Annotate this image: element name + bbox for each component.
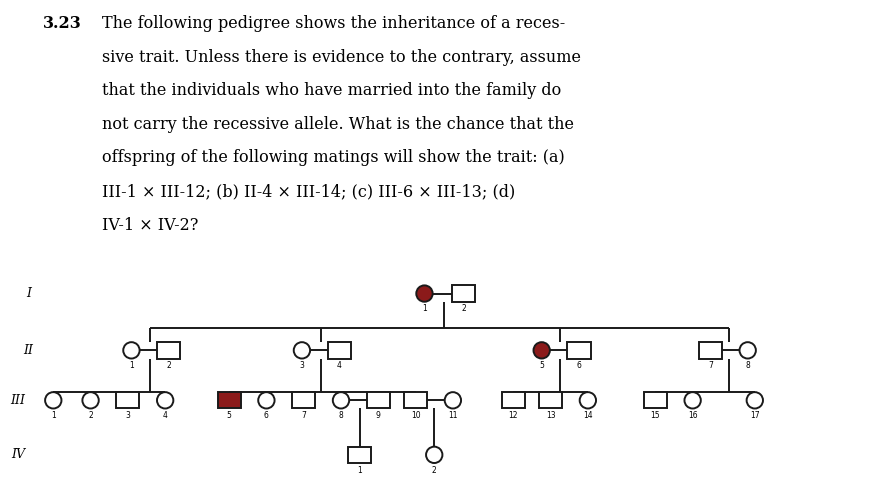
Text: 7: 7 [708,361,713,370]
Text: 12: 12 [509,411,518,420]
Bar [567,342,591,359]
Bar [116,392,139,408]
Ellipse shape [83,392,99,408]
Text: IV: IV [11,448,25,461]
Text: 8: 8 [745,361,750,370]
Text: 6: 6 [264,411,269,420]
Text: 16: 16 [688,411,697,420]
Text: I: I [26,287,31,300]
Bar [328,342,351,359]
Text: offspring of the following matings will show the trait: (a): offspring of the following matings will … [102,149,565,166]
Text: 1: 1 [129,361,134,370]
Text: 2: 2 [432,466,437,475]
Ellipse shape [580,392,596,408]
Text: 10: 10 [411,411,420,420]
Text: 3: 3 [299,361,305,370]
Bar [539,392,562,408]
Text: 1: 1 [422,304,427,313]
Bar [348,447,371,463]
Ellipse shape [445,392,461,408]
Text: 7: 7 [301,411,306,420]
Ellipse shape [157,392,173,408]
Ellipse shape [426,447,442,463]
Text: 9: 9 [376,411,381,420]
Ellipse shape [333,392,349,408]
Text: 2: 2 [166,361,171,370]
Text: II: II [23,344,34,357]
Text: 2: 2 [461,304,466,313]
Text: sive trait. Unless there is evidence to the contrary, assume: sive trait. Unless there is evidence to … [102,49,581,66]
Ellipse shape [294,342,310,359]
Ellipse shape [534,342,550,359]
Text: 3.23: 3.23 [43,15,82,32]
Text: 5: 5 [226,411,232,420]
Bar [644,392,667,408]
Text: 8: 8 [338,411,344,420]
Text: 15: 15 [651,411,660,420]
Ellipse shape [747,392,763,408]
Text: 6: 6 [576,361,582,370]
Ellipse shape [740,342,756,359]
Text: 17: 17 [750,411,759,420]
Text: III-1 × III-12; (b) II-4 × III-14; (c) III-6 × III-13; (d): III-1 × III-12; (b) II-4 × III-14; (c) I… [102,183,515,200]
Text: III: III [11,394,25,407]
Text: 4: 4 [337,361,342,370]
Ellipse shape [258,392,274,408]
Bar [404,392,427,408]
Bar [502,392,525,408]
Ellipse shape [685,392,701,408]
Text: 14: 14 [583,411,592,420]
Text: The following pedigree shows the inheritance of a reces-: The following pedigree shows the inherit… [102,15,566,32]
Bar [699,342,722,359]
Text: 1: 1 [357,466,362,475]
Text: 11: 11 [448,411,457,420]
Bar [292,392,315,408]
Text: 4: 4 [163,411,168,420]
Ellipse shape [416,285,432,302]
Text: 1: 1 [51,411,56,420]
Text: 13: 13 [546,411,555,420]
Bar [157,342,180,359]
Bar [452,285,475,302]
Text: 2: 2 [88,411,93,420]
Ellipse shape [45,392,61,408]
Text: not carry the recessive allele. What is the chance that the: not carry the recessive allele. What is … [102,116,575,133]
Text: 3: 3 [125,411,131,420]
Ellipse shape [123,342,139,359]
Bar [218,392,241,408]
Bar [367,392,390,408]
Text: IV-1 × IV-2?: IV-1 × IV-2? [102,217,199,234]
Text: 5: 5 [539,361,544,370]
Text: that the individuals who have married into the family do: that the individuals who have married in… [102,82,561,99]
